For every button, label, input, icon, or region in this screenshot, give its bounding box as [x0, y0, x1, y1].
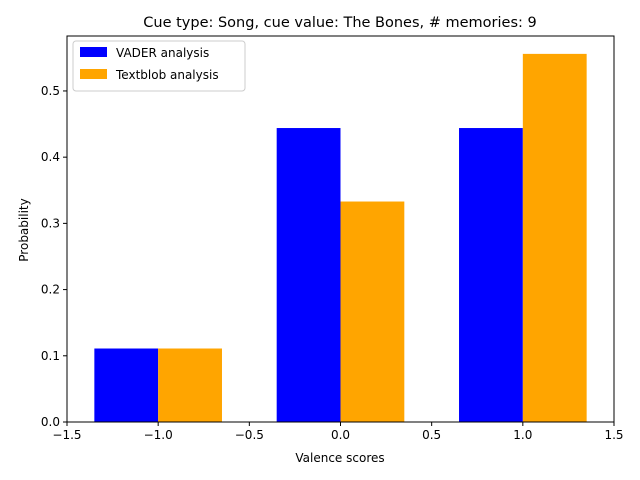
- y-tick-label: 0.4: [41, 150, 60, 164]
- bar-series1-1: [340, 201, 405, 422]
- x-axis: −1.5 −1.0 −0.5 0.0 0.5 1.0 1.5: [52, 422, 624, 442]
- y-tick-label: 0.2: [41, 283, 60, 297]
- legend-swatch-1: [80, 69, 107, 79]
- legend-label-1: Textblob analysis: [115, 68, 219, 82]
- y-tick-label: 0.0: [41, 415, 60, 429]
- x-tick-label: 0.5: [422, 428, 441, 442]
- x-tick-label: 1.0: [513, 428, 532, 442]
- bar-series1-0: [158, 348, 222, 422]
- x-tick-label: 0.0: [331, 428, 350, 442]
- y-axis-label: Probability: [17, 198, 31, 261]
- legend-label-0: VADER analysis: [116, 46, 209, 60]
- x-tick-label: −1.0: [144, 428, 173, 442]
- chart-title: Cue type: Song, cue value: The Bones, # …: [143, 15, 536, 31]
- x-axis-label: Valence scores: [295, 451, 384, 465]
- legend: VADER analysis Textblob analysis: [72, 40, 246, 92]
- y-axis: 0.0 0.1 0.2 0.3 0.4 0.5: [41, 84, 67, 429]
- x-tick-label: −0.5: [235, 428, 264, 442]
- y-tick-label: 0.5: [41, 84, 60, 98]
- y-tick-label: 0.3: [41, 216, 60, 230]
- bars-group: [94, 53, 587, 423]
- bar-series1-2: [522, 53, 587, 423]
- bar-series0-2: [459, 128, 523, 422]
- legend-box: [72, 40, 246, 92]
- y-tick-label: 0.1: [41, 349, 60, 363]
- bar-series0-1: [276, 128, 341, 422]
- bar-series0-0: [94, 348, 159, 422]
- x-tick-label: 1.5: [604, 428, 623, 442]
- x-tick-label: −1.5: [52, 428, 81, 442]
- legend-swatch-0: [80, 47, 107, 57]
